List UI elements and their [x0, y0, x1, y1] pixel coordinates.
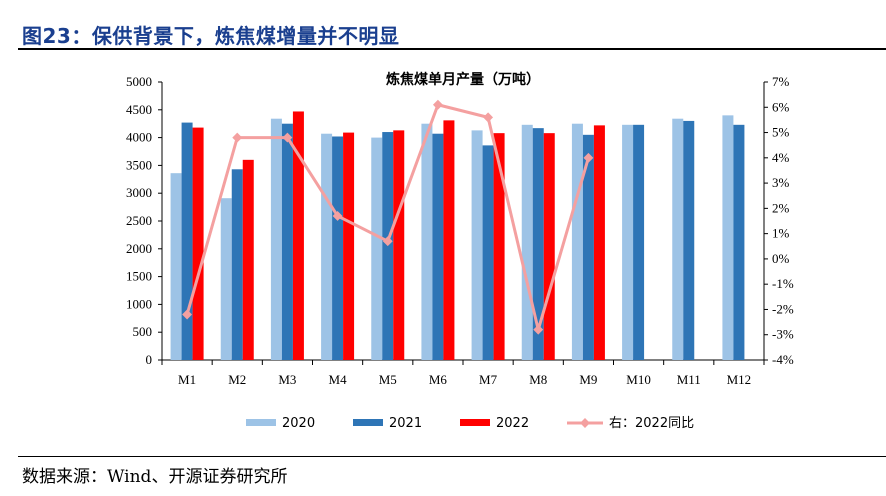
bar-2022-M3: [292, 111, 304, 360]
right-tick-label: -1%: [772, 276, 794, 291]
left-tick-label: 5000: [126, 74, 152, 89]
bar-2021-M7: [482, 145, 494, 360]
chart-title: 炼焦煤单月产量（万吨）: [386, 71, 540, 88]
bar-2020-M3: [270, 118, 282, 360]
left-tick-label: 4000: [126, 130, 152, 145]
bar-2021-M6: [432, 133, 444, 360]
right-tick-label: 5%: [772, 125, 790, 140]
bar-2022-M9: [593, 125, 605, 360]
bar-2020-M10: [622, 124, 634, 360]
legend-swatch-1: [353, 419, 383, 426]
x-tick-label: M10: [626, 372, 651, 387]
bar-2022-M7: [493, 133, 505, 360]
bar-2020-M6: [421, 123, 433, 360]
bar-2022-M8: [543, 133, 555, 360]
x-tick-label: M3: [278, 372, 296, 387]
x-tick-label: M1: [178, 372, 196, 387]
bar-2020-M1: [170, 173, 182, 360]
right-tick-label: 6%: [772, 99, 790, 114]
yoy-point-M4: [332, 210, 343, 221]
bar-2020-M12: [722, 115, 734, 360]
bar-2021-M4: [332, 136, 344, 360]
bar-2022-M1: [192, 127, 204, 360]
yoy-point-M6: [432, 99, 443, 110]
yoy-point-M3: [282, 132, 293, 143]
legend-label-0: 2020: [282, 416, 315, 431]
bar-2020-M2: [220, 198, 232, 360]
right-tick-label: 1%: [772, 226, 790, 241]
bar-2021-M9: [582, 134, 594, 360]
right-tick-label: -3%: [772, 327, 794, 342]
right-tick-label: 0%: [772, 251, 790, 266]
left-tick-label: 0: [146, 352, 153, 367]
title-divider: [18, 48, 886, 50]
left-tick-label: 500: [133, 324, 153, 339]
x-tick-label: M5: [379, 372, 397, 387]
x-tick-label: M11: [677, 372, 701, 387]
right-tick-label: 7%: [772, 74, 790, 89]
yoy-point-M7: [483, 112, 494, 123]
source-divider: [18, 456, 886, 457]
bars: [170, 111, 745, 360]
legend-label-1: 2021: [389, 416, 422, 431]
x-tick-label: M12: [727, 372, 752, 387]
left-tick-label: 3000: [126, 185, 152, 200]
left-tick-label: 3500: [126, 157, 152, 172]
right-tick-label: 4%: [772, 150, 790, 165]
bar-2020-M4: [321, 133, 333, 360]
bar-2021-M8: [532, 128, 544, 360]
x-tick-label: M2: [228, 372, 246, 387]
bar-2022-M6: [443, 120, 455, 360]
bar-2022-M4: [343, 132, 355, 360]
source-note: 数据来源：Wind、开源证券研究所: [22, 467, 288, 487]
yoy-point-M5: [382, 236, 393, 247]
right-tick-label: -2%: [772, 301, 794, 316]
left-tick-label: 1000: [126, 296, 152, 311]
left-tick-label: 1500: [126, 269, 152, 284]
bar-2021-M12: [733, 124, 745, 360]
right-tick-label: 2%: [772, 200, 790, 215]
legend-line-marker: [580, 418, 590, 428]
x-tick-label: M9: [579, 372, 597, 387]
legend-label-3: 右：2022同比: [609, 416, 694, 431]
legend: 2020 2021 2022 右：2022同比: [246, 416, 694, 431]
yoy-line: [182, 99, 594, 335]
bar-2020-M7: [471, 130, 483, 360]
x-tick-label: M7: [479, 372, 498, 387]
bar-2021-M11: [683, 120, 695, 360]
bar-2021-M3: [281, 123, 293, 360]
bar-2020-M11: [672, 118, 684, 360]
figure-title: 图23：保供背景下，炼焦煤增量并不明显: [22, 24, 400, 48]
yoy-point-M2: [232, 132, 243, 143]
yoy-point-M9: [583, 152, 594, 163]
left-tick-label: 4500: [126, 102, 152, 117]
right-tick-label: -4%: [772, 352, 794, 367]
legend-label-2: 2022: [496, 416, 529, 431]
legend-swatch-0: [246, 419, 276, 426]
yoy-point-M8: [533, 324, 544, 335]
chart-svg: 炼焦煤单月产量（万吨） 0 500 1000 1500 2000 2500 3000 3500…: [126, 71, 794, 431]
bar-2021-M2: [231, 169, 243, 360]
right-tick-label: 3%: [772, 175, 790, 190]
x-tick-label: M8: [529, 372, 547, 387]
yoy-point-M1: [182, 309, 193, 320]
bar-2021-M10: [633, 124, 645, 360]
bar-2020-M5: [371, 137, 383, 360]
left-tick-label: 2500: [126, 213, 152, 228]
left-tick-label: 2000: [126, 241, 152, 256]
bar-2022-M5: [393, 130, 405, 360]
bar-2020-M8: [521, 124, 533, 360]
bar-2020-M9: [571, 123, 583, 360]
x-tick-label: M4: [329, 372, 348, 387]
legend-swatch-2: [460, 419, 490, 426]
axes: 0 500 1000 1500 2000 2500 3000 3500 4000 4500 5000…: [126, 74, 794, 387]
bar-2021-M1: [181, 122, 193, 360]
bar-2022-M2: [242, 159, 254, 360]
x-tick-label: M6: [429, 372, 448, 387]
